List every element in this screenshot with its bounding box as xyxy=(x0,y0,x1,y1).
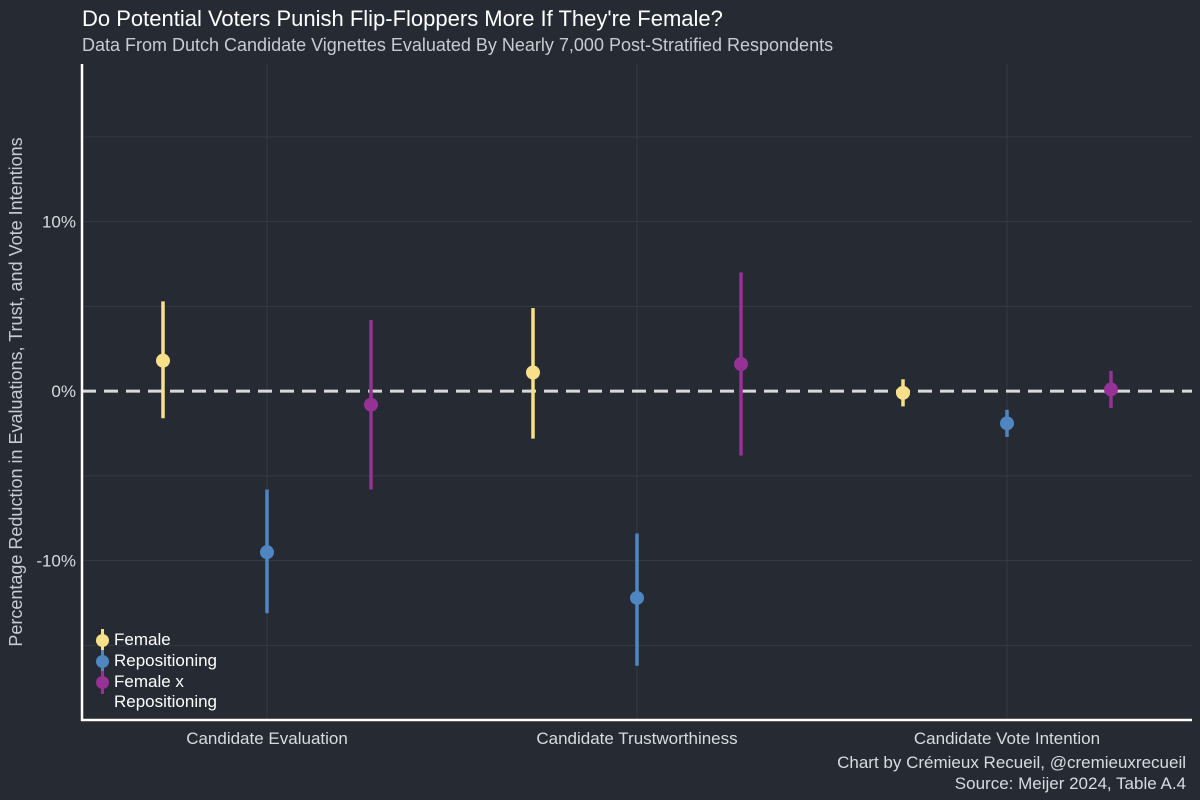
chart-subtitle: Data From Dutch Candidate Vignettes Eval… xyxy=(82,35,834,55)
legend-key xyxy=(92,671,114,694)
legend-item: Female xyxy=(92,629,244,652)
caption-credit: Chart by Crémieux Recueil, @cremieuxrecu… xyxy=(837,753,1186,772)
data-point xyxy=(526,365,540,380)
x-tick-label: Candidate Vote Intention xyxy=(914,729,1100,748)
legend-item: Repositioning xyxy=(92,650,244,673)
caption-source: Source: Meijer 2024, Table A.4 xyxy=(954,774,1186,793)
legend-key xyxy=(92,650,114,673)
data-point xyxy=(630,590,644,605)
legend-label: Female x Repositioning xyxy=(114,672,218,711)
data-point xyxy=(260,545,274,560)
legend-label: Female xyxy=(114,630,171,649)
legend: Female Repositioning Female x Repositionin… xyxy=(92,629,244,712)
data-point xyxy=(156,353,170,368)
data-point xyxy=(364,397,378,412)
legend-item: Female x Repositioning xyxy=(92,671,244,712)
caption: Chart by Crémieux Recueil, @cremieuxrecu… xyxy=(837,752,1186,794)
data-point xyxy=(734,357,748,372)
y-tick-label: -10% xyxy=(36,552,76,571)
data-point xyxy=(896,385,910,400)
x-tick-label: Candidate Trustworthiness xyxy=(536,729,737,748)
data-point xyxy=(1000,416,1014,431)
data-point xyxy=(1104,382,1118,397)
y-axis-label: Percentage Reduction in Evaluations, Tru… xyxy=(6,137,26,646)
x-tick-label: Candidate Evaluation xyxy=(186,729,348,748)
axes-layer: -10% 0% 10% Candidate Evaluation Candidate T… xyxy=(36,64,1192,748)
legend-key xyxy=(92,629,114,652)
y-tick-label: 0% xyxy=(51,382,76,401)
legend-label: Repositioning xyxy=(114,651,218,670)
marks-layer xyxy=(156,272,1118,666)
y-tick-label: 10% xyxy=(42,213,76,232)
chart-title: Do Potential Voters Punish Flip-Floppers… xyxy=(82,6,723,31)
